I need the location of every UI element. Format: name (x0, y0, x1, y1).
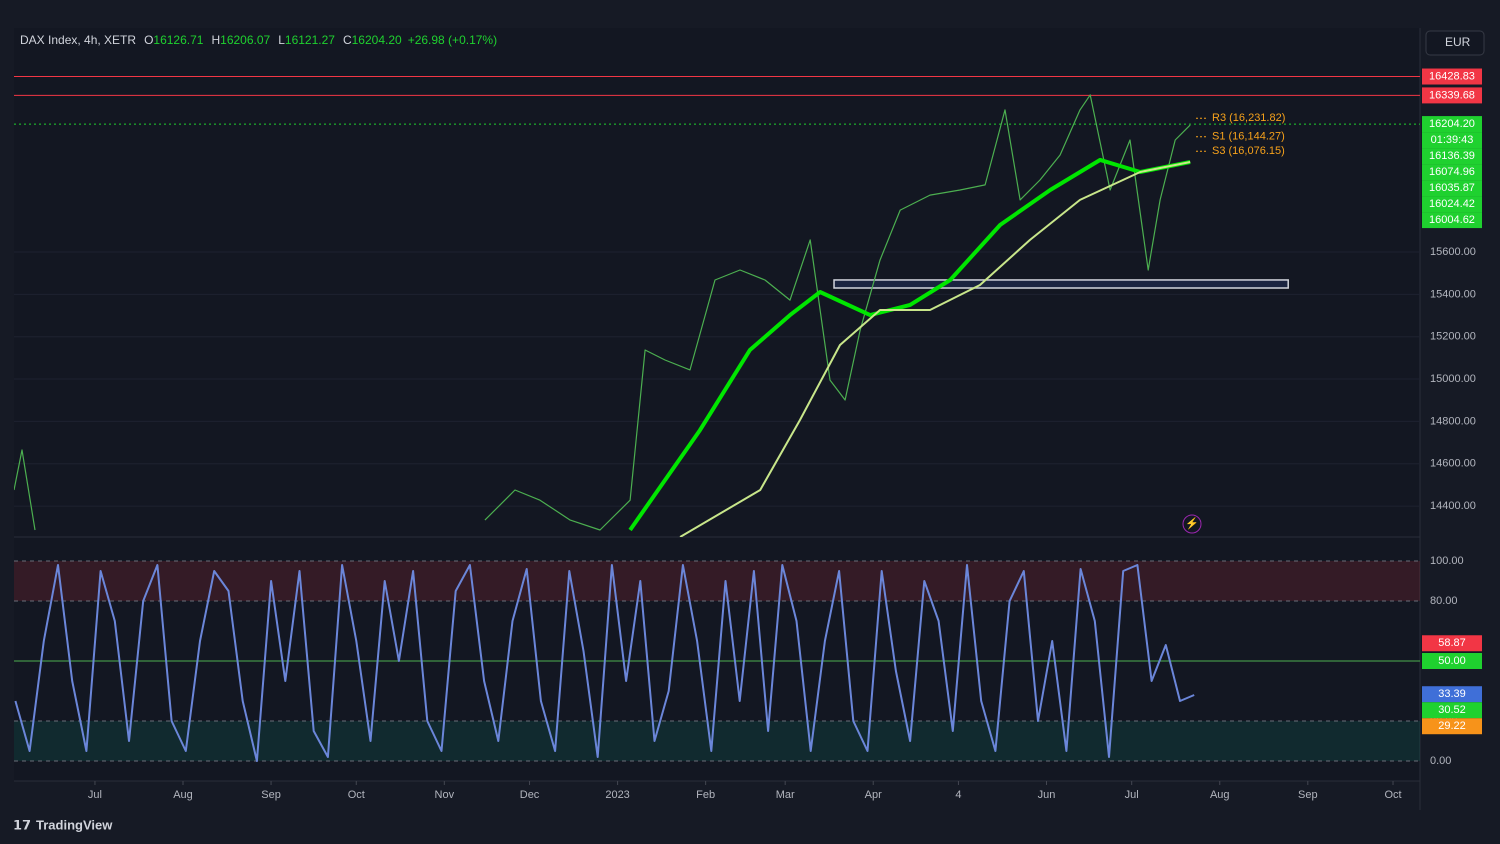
symbol-title: DAX Index, 4h, XETR (20, 33, 136, 47)
price-tag-label: 16035.87 (1429, 182, 1475, 194)
x-tick-label: 2023 (605, 789, 629, 801)
y-tick-label: 15400.00 (1430, 288, 1476, 300)
price-tag (1422, 116, 1482, 133)
price-tag-label: 16024.42 (1429, 198, 1475, 210)
x-tick-label: Oct (1384, 789, 1401, 801)
price-tag (1422, 196, 1482, 213)
x-tick-label: Jun (1038, 789, 1056, 801)
price-tag-label: 16204.20 (1429, 118, 1475, 130)
x-tick-label: Mar (776, 789, 795, 801)
price-tag (1422, 635, 1482, 652)
brand: 𝟭𝟳 TradingView (13, 817, 113, 832)
price-zone (833, 279, 1289, 289)
x-tick-label: Dec (520, 789, 540, 801)
price-tag (1422, 212, 1482, 229)
y-tick-label: 15200.00 (1430, 331, 1476, 343)
change: +26.98 (+0.17%) (408, 33, 497, 47)
x-tick-label: Jul (88, 789, 102, 801)
series-line (14, 564, 1195, 762)
symbol-header: DAX Index, 4h, XETR O16126.71 H16206.07 L16… (20, 33, 497, 47)
price-tag (1422, 148, 1482, 165)
price-tag-label: 16074.96 (1429, 166, 1475, 178)
ohlc-value: 16204.20 (352, 33, 402, 47)
price-tag (1422, 180, 1482, 197)
y-tick-label: 14400.00 (1430, 500, 1476, 512)
band (14, 721, 1420, 761)
ohlc-key: O (144, 33, 153, 47)
price-tag-label: 16136.39 (1429, 150, 1475, 162)
price-tag (1422, 718, 1482, 735)
y-tick-label: 14600.00 (1430, 458, 1476, 470)
y-tick-label: 15000.00 (1430, 373, 1476, 385)
band (14, 561, 1420, 601)
x-tick-label: Oct (348, 789, 365, 801)
ohlc-key: C (343, 33, 352, 47)
price-tag-label: 33.39 (1438, 688, 1466, 700)
pivot-label: R3 (16,231.82) (1212, 112, 1285, 124)
brand-name: TradingView (36, 817, 113, 832)
x-tick-label: Aug (173, 789, 193, 801)
x-tick-label: Apr (865, 789, 882, 801)
x-tick-label: Aug (1210, 789, 1230, 801)
ohlc-key: H (211, 33, 220, 47)
price-tag-label: 30.52 (1438, 704, 1466, 716)
alert-icon[interactable] (1182, 514, 1202, 534)
ohlc-value: 16121.27 (285, 33, 335, 47)
price-tag-label: 01:39:43 (1431, 134, 1474, 146)
ohlc-key: L (278, 33, 285, 47)
pivot-label: S3 (16,076.15) (1212, 145, 1285, 157)
price-tag (1422, 686, 1482, 703)
alert-glyph[interactable]: ⚡ (1185, 517, 1199, 530)
series-line (679, 161, 1191, 537)
y-tick-label: 100.00 (1430, 555, 1464, 567)
pivot-label: S1 (16,144.27) (1212, 131, 1285, 143)
brand-logo: 𝟭𝟳 (13, 817, 31, 832)
x-tick-label: 4 (955, 789, 961, 801)
y-tick-label: 14800.00 (1430, 415, 1476, 427)
series-line (14, 94, 1191, 531)
price-tag (1422, 164, 1482, 181)
price-tag (1422, 653, 1482, 669)
x-tick-label: Sep (261, 789, 281, 801)
currency[interactable]: EUR (1445, 35, 1471, 49)
ohlc-value: 16206.07 (220, 33, 270, 47)
y-tick-label: 15600.00 (1430, 246, 1476, 258)
price-tag-label: 16004.62 (1429, 214, 1475, 226)
panel (14, 76, 1420, 537)
x-tick-label: Feb (696, 789, 715, 801)
price-tag-label: 50.00 (1438, 655, 1466, 667)
ohlc-value: 16126.71 (153, 33, 203, 47)
price-tag-label: 58.87 (1438, 637, 1466, 649)
price-tag (1422, 68, 1482, 85)
price-tag (1422, 702, 1482, 719)
price-tag-label: 16428.83 (1429, 70, 1475, 82)
price-tag-label: 29.22 (1438, 720, 1466, 732)
currency-button[interactable]: EUR (1425, 30, 1485, 56)
y-tick-label: 80.00 (1430, 595, 1458, 607)
x-tick-label: Sep (1298, 789, 1318, 801)
series-line (628, 157, 1191, 532)
price-tag-label: 16339.68 (1429, 89, 1475, 101)
x-tick-label: Nov (435, 789, 455, 801)
y-tick-label: 0.00 (1430, 755, 1451, 767)
panel (14, 560, 1420, 762)
price-tag (1422, 87, 1482, 104)
price-tag (1422, 132, 1482, 149)
x-tick-label: Jul (1125, 789, 1139, 801)
